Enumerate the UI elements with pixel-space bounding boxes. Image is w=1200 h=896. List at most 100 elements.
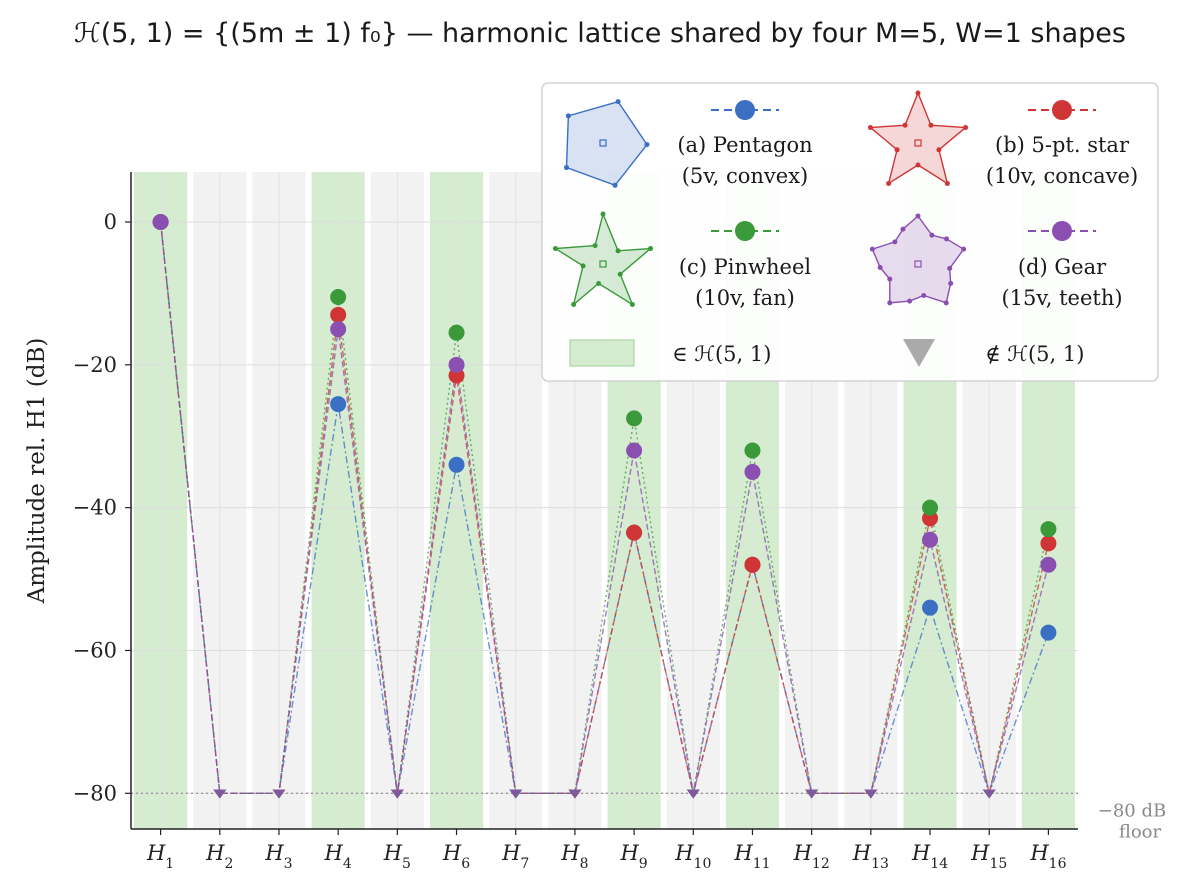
floor-marker <box>213 789 227 799</box>
legend-shape-vertex <box>869 246 875 252</box>
legend-shape-center <box>914 139 922 147</box>
legend-shape-vertex <box>600 211 606 217</box>
legend-shape-vertex <box>592 243 598 249</box>
x-tick-label: H2 <box>205 841 233 872</box>
x-tick-label: H1 <box>146 841 174 872</box>
y-tick-label: −60 <box>73 638 117 662</box>
legend-shape-vertex <box>900 226 906 232</box>
legend-shape-vertex <box>892 239 898 245</box>
legend-shape-vertex <box>907 298 913 304</box>
legend-shape-vertex <box>915 90 921 96</box>
series-line <box>159 221 1050 796</box>
legend-box <box>541 82 1159 382</box>
legend-shape-vertex <box>580 263 586 269</box>
legend-shape-vertex <box>944 180 950 186</box>
x-tick-label: H7 <box>501 841 529 872</box>
legend-shape-vertex <box>596 281 602 287</box>
legend-shape-vertex <box>894 147 900 153</box>
floor-marker <box>390 789 404 799</box>
legend-shape <box>565 100 648 187</box>
legend-shape-center <box>599 260 607 268</box>
legend-marker-handle <box>735 221 755 241</box>
data-point <box>448 356 465 373</box>
data-point <box>330 396 347 413</box>
x-tick-label: H5 <box>383 841 411 872</box>
legend-shape-vertex <box>915 213 921 219</box>
y-tick-label: −20 <box>73 353 117 377</box>
x-tick-label: H11 <box>733 841 770 872</box>
legend-label: (b) 5-pt. star <box>995 133 1130 157</box>
legend-shape-vertex <box>915 162 921 168</box>
x-tick-label: H4 <box>324 841 352 872</box>
data-point <box>1040 624 1057 641</box>
legend: (a) Pentagon (5v, convex) (b) 5-pt. star (1… <box>541 82 1159 382</box>
data-point <box>448 324 465 341</box>
legend-out-label: ∉ ℋ(5, 1) <box>985 342 1084 366</box>
legend-sublabel: (15v, teeth) <box>1001 286 1122 310</box>
legend-shape-vertex <box>886 180 892 186</box>
legend-shape-vertex <box>867 125 873 131</box>
chart-title: ℋ(5, 1) = {(5m ± 1) f₀} — harmonic latti… <box>74 18 1126 49</box>
legend-shape-vertex <box>629 301 635 307</box>
legend-shape-vertex <box>902 122 908 128</box>
x-tick-label: H10 <box>674 841 711 872</box>
legend-label: (c) Pinwheel <box>679 255 812 279</box>
legend-sublabel: (10v, fan) <box>695 286 795 310</box>
legend-out-triangle <box>903 339 935 367</box>
x-tick-label: H6 <box>442 841 470 872</box>
legend-in-label: ∈ ℋ(5, 1) <box>672 342 771 366</box>
legend-shape-vertex <box>928 122 934 128</box>
legend-label: (a) Pentagon <box>677 133 812 157</box>
legend-shape-vertex <box>877 265 883 271</box>
y-tick-label: −80 <box>73 781 117 805</box>
legend-shape-vertex <box>961 246 967 252</box>
floor-marker <box>686 789 700 799</box>
legend-marker-handle <box>1052 100 1072 120</box>
data-point <box>330 288 347 305</box>
data-point <box>922 599 939 616</box>
x-tick-label: H14 <box>911 841 948 872</box>
data-point <box>626 524 643 541</box>
legend-shape-vertex <box>948 280 954 286</box>
legend-shape-vertex <box>648 246 654 252</box>
legend-shape-vertex <box>644 142 650 148</box>
legend-shape-vertex <box>617 271 623 277</box>
legend-sublabel: (5v, convex) <box>682 164 809 188</box>
floor-marker <box>568 789 582 799</box>
legend-marker-handle <box>1052 221 1072 241</box>
data-point <box>626 410 643 427</box>
legend-shape-vertex <box>929 232 935 238</box>
floor-marker <box>272 789 286 799</box>
data-point <box>1040 535 1057 552</box>
legend-shape-vertex <box>563 165 569 171</box>
legend-shape-vertex <box>615 248 621 254</box>
x-tick-label: H8 <box>560 841 588 872</box>
legend-shape-vertex <box>963 125 969 131</box>
legend-shape-vertex <box>565 113 571 119</box>
legend-in-swatch <box>569 339 635 367</box>
data-point <box>744 463 761 480</box>
floor-marker <box>805 789 819 799</box>
data-point <box>744 442 761 459</box>
legend-label: (d) Gear <box>1018 255 1107 279</box>
legend-marker-handle <box>735 100 755 120</box>
axes: 0 −20 −40 −60 −80 H1 H2 H3 H4 H5 H6 H7 H8 H9 H10 H11 H12… <box>24 172 1166 872</box>
data-point <box>744 556 761 573</box>
y-tick-label: 0 <box>104 210 117 234</box>
series-lines <box>159 221 1050 796</box>
legend-shape-vertex <box>947 265 953 271</box>
legend-shape-center <box>914 260 922 268</box>
legend-shape-vertex <box>612 182 618 188</box>
data-point <box>330 321 347 338</box>
data-point <box>922 531 939 548</box>
legend-shape-vertex <box>887 276 893 282</box>
x-tick-label: H12 <box>793 841 830 872</box>
data-point <box>922 499 939 516</box>
series-line <box>159 221 1050 794</box>
data-point <box>626 442 643 459</box>
data-point <box>448 456 465 473</box>
data-markers <box>152 213 1057 799</box>
legend-shape-vertex <box>887 300 893 306</box>
